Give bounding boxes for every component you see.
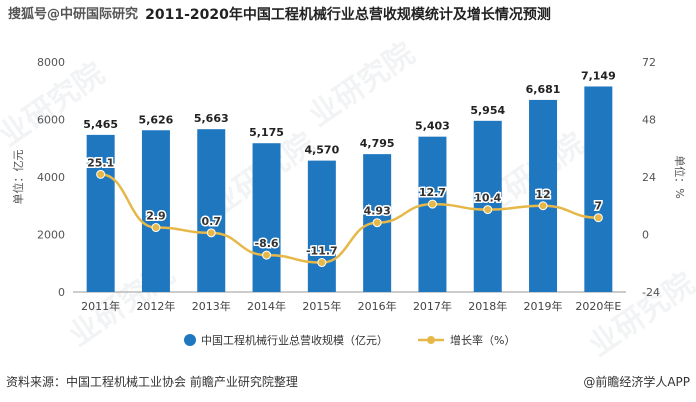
growth-value-label: 25.1 — [87, 156, 114, 169]
bar — [141, 130, 170, 292]
growth-label-halo: 12.7 — [419, 186, 446, 199]
growth-value-label: 12 — [535, 188, 550, 201]
y-right-axis-title: 单位：% — [673, 155, 687, 198]
x-tick-label: 2013年 — [192, 299, 231, 313]
y-right-tick-label: 24 — [642, 171, 656, 184]
growth-value-label: -8.6 — [255, 237, 279, 250]
growth-point — [538, 201, 548, 211]
growth-label-halo: -8.6 — [255, 237, 279, 250]
y-right-tick-label: 0 — [642, 229, 649, 242]
x-tick-label: 2015年 — [302, 299, 341, 313]
growth-value-label: -11.7 — [306, 245, 338, 258]
growth-label-halo: 12 — [535, 188, 550, 201]
bar-value-label: 5,954 — [470, 104, 505, 117]
growth-label-halo: 25.1 — [87, 156, 114, 169]
y-left-tick-label: 4000 — [37, 171, 65, 184]
x-tick-label: 2020年E — [575, 299, 621, 313]
y-right-tick-label: 72 — [642, 56, 656, 69]
legend-bar-swatch — [184, 334, 196, 346]
growth-label-halo: 10.4 — [474, 192, 501, 205]
y-left-axis-title: 单位：亿元 — [11, 150, 25, 205]
bar — [197, 129, 226, 292]
growth-point — [593, 213, 603, 223]
growth-value-label: 12.7 — [419, 186, 446, 199]
growth-point — [317, 258, 327, 268]
bar-value-label: 5,465 — [83, 118, 118, 131]
bar-value-label: 5,663 — [194, 112, 229, 125]
y-left-tick-label: 6000 — [37, 114, 65, 127]
bar — [86, 134, 115, 292]
bars-layer — [86, 86, 613, 292]
growth-point — [427, 199, 437, 209]
x-tick-label: 2018年 — [468, 299, 507, 313]
x-tick-label: 2014年 — [247, 299, 286, 313]
y-right-tick-label: 48 — [642, 114, 656, 127]
growth-value-label: 4.93 — [364, 205, 391, 218]
growth-value-label: 0.7 — [202, 215, 222, 228]
growth-value-label: 10.4 — [474, 192, 501, 205]
growth-value-label: 7 — [595, 200, 603, 213]
legend: 中国工程机械行业总营收规模（亿元） 增长率（%） — [184, 333, 515, 347]
growth-point — [96, 169, 106, 179]
source-note: 资料来源：中国工程机械工业协会 前瞻产业研究院整理 — [6, 375, 298, 389]
x-tick-label: 2012年 — [136, 299, 175, 313]
bar-value-label: 4,570 — [304, 144, 339, 157]
bar-value-label: 5,175 — [249, 126, 284, 139]
labels-layer: 5,465 5,626 5,663 5,175 4,570 4,795 5,403 5,954… — [83, 69, 616, 259]
y-left-tick-label: 0 — [58, 286, 65, 299]
watermark-source: 搜狐号@中研国际研究 — [6, 3, 141, 22]
growth-value-label: 2.9 — [146, 210, 166, 223]
bar-value-label: 5,403 — [415, 120, 450, 133]
legend-bar-label: 中国工程机械行业总营收规模（亿元） — [201, 333, 388, 347]
growth-point — [151, 223, 161, 233]
growth-point — [262, 250, 272, 260]
bar — [584, 86, 613, 292]
bar-value-label: 7,149 — [581, 69, 616, 82]
brand-credit: @前瞻经济学人APP — [583, 375, 690, 389]
bar-value-label: 4,795 — [360, 137, 395, 150]
growth-point — [206, 228, 216, 238]
x-tick-label: 2017年 — [413, 299, 452, 313]
growth-point — [483, 205, 493, 215]
bar — [529, 99, 558, 292]
x-tick-label: 2019年 — [524, 299, 563, 313]
y-right-tick-label: -24 — [642, 286, 660, 299]
bar — [252, 143, 281, 292]
x-tick-label: 2011年 — [81, 299, 120, 313]
growth-label-halo: 7 — [595, 200, 603, 213]
bar-value-label: 6,681 — [526, 83, 561, 96]
y-left-tick-label: 2000 — [37, 229, 65, 242]
growth-label-halo: 4.93 — [364, 205, 391, 218]
growth-label-halo: 0.7 — [202, 215, 222, 228]
bar-value-label: 5,626 — [139, 113, 174, 126]
growth-point — [372, 218, 382, 228]
y-left-tick-label: 8000 — [37, 56, 65, 69]
legend-line-marker — [427, 336, 435, 344]
x-tick-label: 2016年 — [358, 299, 397, 313]
chart-title: 2011-2020年中国工程机械行业总营收规模统计及增长情况预测 — [145, 7, 551, 23]
growth-line — [100, 173, 599, 264]
bar — [418, 136, 447, 292]
growth-label-halo: 2.9 — [146, 210, 166, 223]
line-layer — [96, 169, 603, 268]
growth-label-halo: -11.7 — [306, 245, 338, 258]
legend-line-label: 增长率（%） — [450, 333, 515, 347]
bar — [307, 160, 336, 292]
